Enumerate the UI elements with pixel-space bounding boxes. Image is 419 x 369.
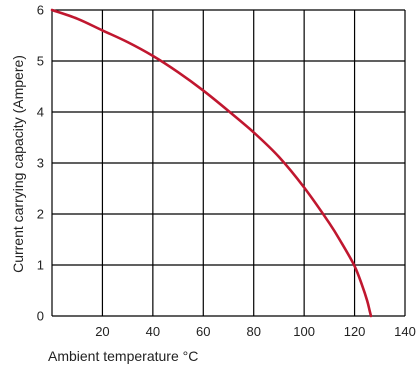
x-tick-label: 80: [246, 324, 260, 339]
series-layer: [50, 8, 373, 318]
x-tick-label: 40: [146, 324, 160, 339]
x-tick-label: 20: [95, 324, 109, 339]
y-tick-label: 1: [37, 258, 44, 273]
x-axis-label: Ambient temperature °C: [48, 348, 198, 364]
x-tick-label: 60: [196, 324, 210, 339]
y-tick-label: 0: [37, 309, 44, 324]
y-tick-labels: 0 1 2 3 4 5 6: [37, 3, 44, 324]
y-tick-label: 6: [37, 3, 44, 18]
y-tick-label: 4: [37, 105, 44, 120]
y-axis-label: Current carrying capacity (Ampere): [10, 55, 26, 273]
y-tick-label: 2: [37, 207, 44, 222]
y-tick-label: 5: [37, 54, 44, 69]
x-tick-label: 100: [293, 324, 315, 339]
y-tick-label: 3: [37, 156, 44, 171]
series-line: [50, 8, 373, 318]
x-tick-labels: 20 40 60 80 100 120 140: [95, 324, 416, 339]
grid-lines: [51, 9, 406, 317]
x-tick-label: 120: [344, 324, 366, 339]
x-tick-label: 140: [394, 324, 416, 339]
